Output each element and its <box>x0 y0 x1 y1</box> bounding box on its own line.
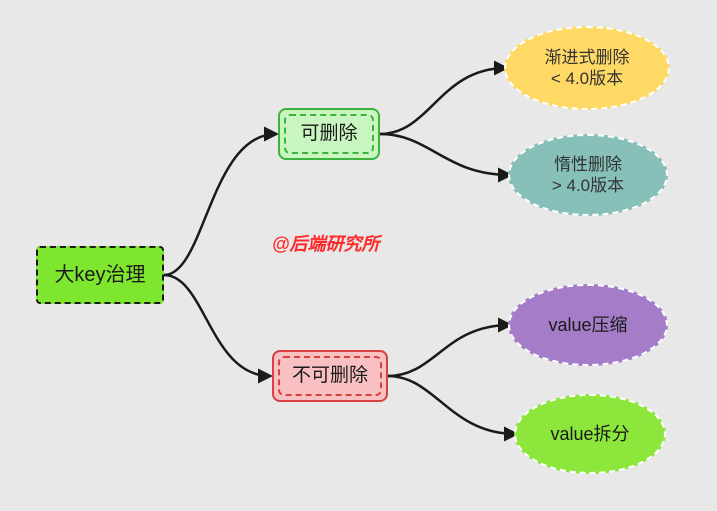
node-split: value拆分 <box>514 394 666 474</box>
node-lazy: 惰性删除 > 4.0版本 <box>508 134 668 216</box>
edge-deletable-to-lazy <box>380 134 510 175</box>
edge-deletable-to-gradual <box>380 68 506 134</box>
node-gradual: 渐进式删除 < 4.0版本 <box>504 26 670 110</box>
node-compress: value压缩 <box>508 284 668 366</box>
edge-root-to-not_deletable <box>164 275 270 376</box>
node-deletable-label: 可删除 <box>284 114 374 154</box>
node-not_deletable-label: 不可删除 <box>278 356 382 396</box>
node-root: 大key治理 <box>36 246 164 304</box>
watermark-text: @后端研究所 <box>272 230 380 256</box>
edge-root-to-deletable <box>164 134 276 275</box>
node-not_deletable: 不可删除 <box>272 350 388 402</box>
node-deletable: 可删除 <box>278 108 380 160</box>
edge-not_deletable-to-compress <box>388 325 510 376</box>
edge-not_deletable-to-split <box>388 376 516 434</box>
